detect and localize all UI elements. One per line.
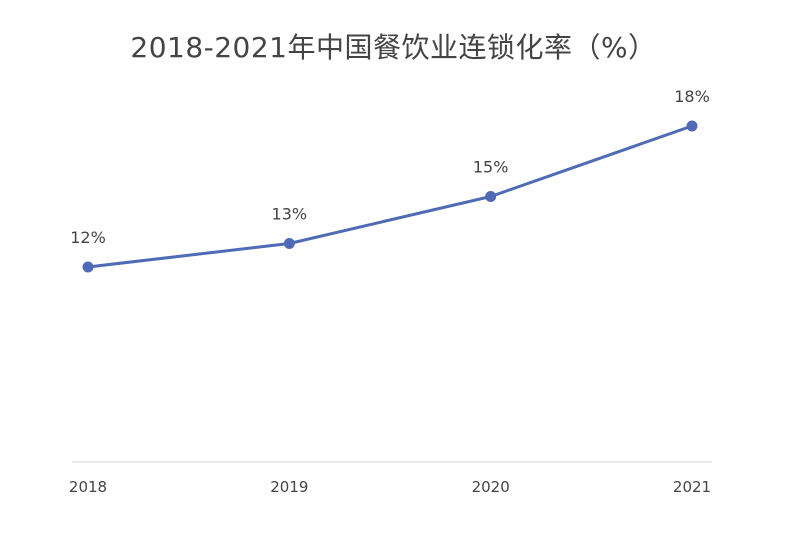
- x-tick-label: 2019: [270, 478, 308, 496]
- data-points: [82, 120, 698, 273]
- data-label: 13%: [272, 204, 308, 223]
- data-label: 18%: [674, 87, 710, 106]
- data-label: 15%: [473, 157, 509, 176]
- x-tick-label: 2021: [673, 478, 711, 496]
- x-tick-label: 2020: [472, 478, 510, 496]
- data-labels: 12% 13% 15% 18%: [70, 87, 710, 247]
- data-point: [283, 237, 295, 249]
- data-point: [485, 190, 497, 202]
- data-label: 12%: [70, 228, 106, 247]
- x-tick-label: 2018: [69, 478, 107, 496]
- series-line: [87, 124, 693, 269]
- data-point: [82, 261, 94, 273]
- chart-title: 2018-2021年中国餐饮业连锁化率（%）: [130, 31, 657, 64]
- data-point: [686, 120, 698, 132]
- x-axis-ticks: 2018 2019 2020 2021: [69, 478, 711, 496]
